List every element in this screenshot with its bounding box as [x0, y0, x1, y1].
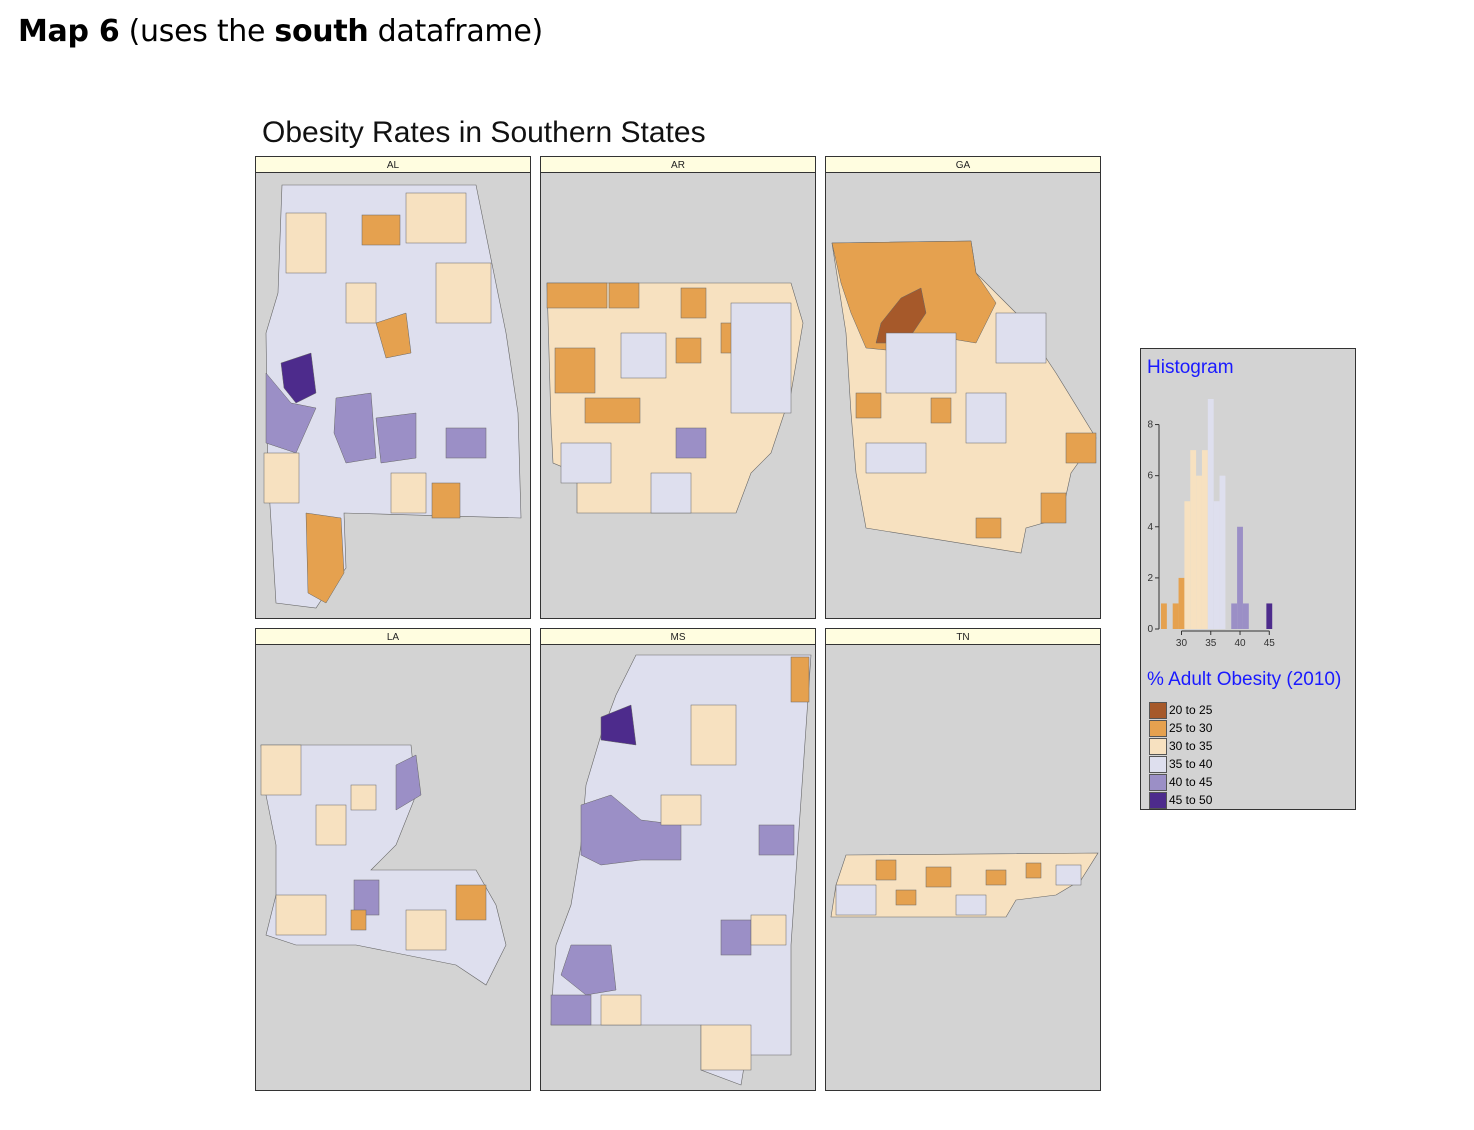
legend-label: 30 to 35: [1169, 739, 1213, 753]
map-plot-ms: [540, 645, 816, 1091]
panel-label-la: LA: [255, 628, 531, 645]
heading-text-1: (uses the: [119, 14, 275, 49]
panel-ms: MS: [540, 628, 816, 1091]
legend-swatch: [1149, 773, 1167, 791]
histogram-y-tick-label: 0: [1147, 624, 1153, 635]
legend-swatch: [1149, 791, 1167, 809]
panel-label-ga: GA: [825, 156, 1101, 173]
state-map-al: [263, 184, 522, 609]
panel-label-al: AL: [255, 156, 531, 173]
histogram-x-tick-label: 35: [1205, 638, 1217, 649]
histogram-bar: [1190, 450, 1197, 629]
histogram-bar: [1161, 603, 1167, 629]
map-plot-al: [255, 173, 531, 619]
legend-label: 45 to 50: [1169, 793, 1213, 807]
legend-item: 45 to 50: [1149, 791, 1212, 809]
legend-title: % Adult Obesity (2010): [1147, 669, 1342, 690]
panel-ar: AR: [540, 156, 816, 619]
histogram-chart: 0 2 4 6 8 30 35 40 45: [1147, 399, 1275, 649]
histogram-y-tick-label: 6: [1147, 471, 1153, 482]
histogram-bar: [1178, 577, 1185, 629]
histogram-bar: [1237, 526, 1243, 629]
legend-item: 40 to 45: [1149, 773, 1212, 791]
map-plot-la: [255, 645, 531, 1091]
legend-label: 35 to 40: [1169, 757, 1213, 771]
heading-dataframe-name: south: [274, 14, 369, 49]
histogram-bar: [1242, 603, 1249, 629]
histogram-bar: [1207, 399, 1214, 629]
map-plot-ga: [825, 173, 1101, 619]
legend-label: 25 to 30: [1169, 721, 1213, 735]
state-map-la: [260, 744, 507, 986]
panel-label-ar: AR: [540, 156, 816, 173]
state-map-ar: [546, 282, 804, 514]
state-map-ga: [831, 240, 1097, 554]
map-plot-tn: [825, 645, 1101, 1091]
histogram-title: Histogram: [1147, 357, 1234, 378]
state-map-tn: [830, 852, 1099, 918]
histogram-bar: [1266, 603, 1273, 629]
histogram-bar: [1219, 475, 1226, 629]
histogram-axes: 0 2 4 6 8 30 35 40 45: [1147, 420, 1275, 649]
legend-swatch: [1149, 701, 1167, 719]
histogram-bars: [1161, 399, 1273, 629]
legend-swatch: [1149, 719, 1167, 737]
panel-label-tn: TN: [825, 628, 1101, 645]
panel-la: LA: [255, 628, 531, 1091]
histogram-bar: [1231, 603, 1238, 629]
heading-map-number: Map 6: [18, 14, 120, 49]
histogram-x-tick-label: 30: [1176, 638, 1188, 649]
histogram-y-tick-label: 8: [1147, 420, 1153, 431]
legend-label: 20 to 25: [1169, 703, 1213, 717]
histogram-bar: [1172, 603, 1179, 629]
histogram-bar: [1201, 450, 1208, 629]
histogram-x-tick-label: 45: [1264, 638, 1276, 649]
panel-label-ms: MS: [540, 628, 816, 645]
heading-text-2: dataframe): [368, 14, 544, 49]
legend-swatch: [1149, 755, 1167, 773]
histogram-y-tick-label: 2: [1147, 573, 1153, 584]
legend-item: 25 to 30: [1149, 719, 1212, 737]
legend-item: 35 to 40: [1149, 755, 1212, 773]
legend-label: 40 to 45: [1169, 775, 1213, 789]
histogram-x-tick-label: 40: [1234, 638, 1246, 649]
document-heading: Map 6 (uses the south dataframe): [18, 14, 543, 49]
histogram-bar: [1213, 501, 1220, 629]
legend-items: 20 to 25 25 to 30 30 to 35 35 to 40 40 t…: [1149, 701, 1212, 809]
legend-item: 20 to 25: [1149, 701, 1212, 719]
histogram-bar: [1196, 475, 1202, 629]
panel-tn: TN: [825, 628, 1101, 1091]
legend-item: 30 to 35: [1149, 737, 1212, 755]
panel-ga: GA: [825, 156, 1101, 619]
legend-swatch: [1149, 737, 1167, 755]
histogram-bar: [1184, 501, 1191, 629]
state-map-ms: [550, 654, 812, 1086]
legend-panel: Histogram 0 2 4 6 8 30 35 40 45 % Adult Obesity …: [1140, 348, 1356, 810]
histogram-y-tick-label: 4: [1147, 522, 1153, 533]
map-plot-ar: [540, 173, 816, 619]
map-title: Obesity Rates in Southern States: [262, 116, 706, 149]
panel-al: AL: [255, 156, 531, 619]
